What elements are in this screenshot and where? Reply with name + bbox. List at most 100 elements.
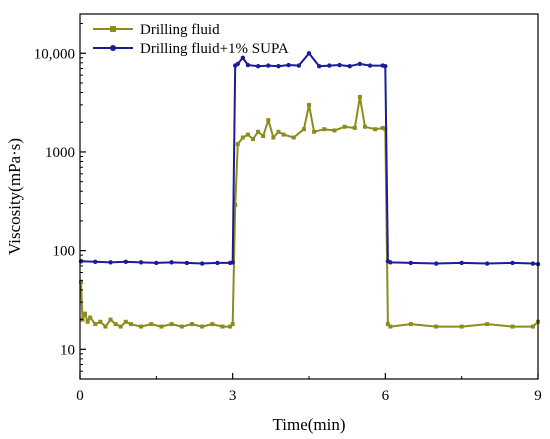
x-tick-label: 3 [229, 388, 237, 404]
data-point [83, 311, 88, 316]
y-tick-label: 10 [60, 342, 75, 358]
data-point [357, 95, 362, 100]
series-1 [79, 95, 540, 329]
data-point [256, 129, 261, 134]
data-point [271, 135, 276, 140]
data-point [93, 322, 98, 327]
legend: Drilling fluid Drilling fluid+1% SUPA [93, 22, 289, 57]
data-point [291, 135, 296, 140]
data-point [154, 260, 159, 266]
data-point [230, 322, 235, 327]
data-point [485, 322, 490, 327]
data-point [296, 63, 302, 68]
data-point [230, 260, 235, 265]
data-point [108, 260, 113, 265]
data-point [184, 260, 190, 266]
y-tick-label: 10,000 [34, 46, 75, 62]
data-point [85, 319, 90, 324]
data-point [139, 324, 144, 329]
data-point [128, 322, 133, 327]
data-point [510, 324, 515, 329]
data-point [123, 259, 128, 265]
data-point [316, 63, 322, 69]
data-point [266, 118, 271, 123]
data-point [342, 124, 347, 129]
data-point [255, 63, 261, 69]
y-tick-label: 1000 [45, 145, 75, 161]
data-point [459, 260, 464, 266]
series-line [80, 52, 539, 266]
data-point [388, 324, 393, 329]
data-point [459, 324, 464, 329]
data-point [240, 55, 246, 60]
data-point [484, 261, 490, 266]
data-point [434, 324, 439, 329]
data-point [530, 324, 535, 329]
data-point [169, 260, 174, 265]
data-point [373, 127, 378, 132]
x-tick-label: 0 [76, 388, 84, 404]
data-point [408, 260, 413, 266]
legend-item: Drilling fluid [93, 22, 220, 38]
series-2 [78, 51, 541, 267]
series-line [80, 96, 539, 328]
data-point [307, 102, 311, 107]
data-point [179, 324, 184, 329]
data-point [98, 319, 103, 324]
data-point [261, 134, 266, 139]
legend-marker [110, 45, 116, 51]
data-point [245, 132, 250, 137]
data-point [510, 260, 515, 266]
data-point [276, 129, 281, 134]
legend-label: Drilling fluid [140, 22, 220, 38]
data-point [113, 322, 118, 327]
data-point [251, 137, 256, 142]
data-point [235, 61, 240, 67]
data-point [189, 322, 194, 327]
data-point [530, 261, 536, 266]
data-point [362, 124, 367, 129]
axes-layer: 0 3 6 9 10 100 1000 10,000 [34, 23, 542, 404]
data-point [286, 62, 291, 68]
x-tick-label: 9 [534, 388, 542, 404]
data-point [434, 261, 439, 266]
data-point [118, 324, 123, 329]
x-tick-label: 6 [382, 388, 390, 404]
legend-item: Drilling fluid+1% SUPA [93, 41, 289, 57]
data-point [169, 322, 174, 327]
data-point [88, 315, 93, 320]
series-layer [78, 51, 541, 329]
data-point [228, 324, 233, 329]
legend-marker [110, 26, 116, 32]
data-point [281, 132, 286, 137]
data-point [266, 63, 271, 68]
data-point [367, 63, 373, 68]
data-point [103, 324, 108, 329]
x-axis-title: Time(min) [272, 415, 345, 434]
data-point [322, 127, 327, 132]
data-point [306, 51, 312, 56]
data-point [93, 259, 98, 265]
data-point [357, 61, 363, 67]
data-point [220, 324, 225, 329]
data-point [240, 135, 245, 140]
data-point [380, 125, 385, 130]
data-point [245, 62, 251, 68]
data-point [352, 125, 357, 130]
data-point [138, 260, 144, 265]
data-point [332, 128, 337, 133]
data-point [215, 260, 220, 266]
data-point [301, 127, 306, 132]
data-point [337, 62, 342, 68]
data-point [200, 324, 205, 329]
data-point [210, 322, 215, 327]
data-point [123, 319, 128, 324]
data-point [276, 63, 281, 69]
legend-label: Drilling fluid+1% SUPA [140, 41, 289, 57]
data-point [235, 142, 240, 147]
data-point [408, 322, 413, 327]
data-point [159, 324, 164, 329]
data-point [327, 63, 332, 68]
y-axis-title: Viscosity(mPa·s) [5, 138, 24, 255]
